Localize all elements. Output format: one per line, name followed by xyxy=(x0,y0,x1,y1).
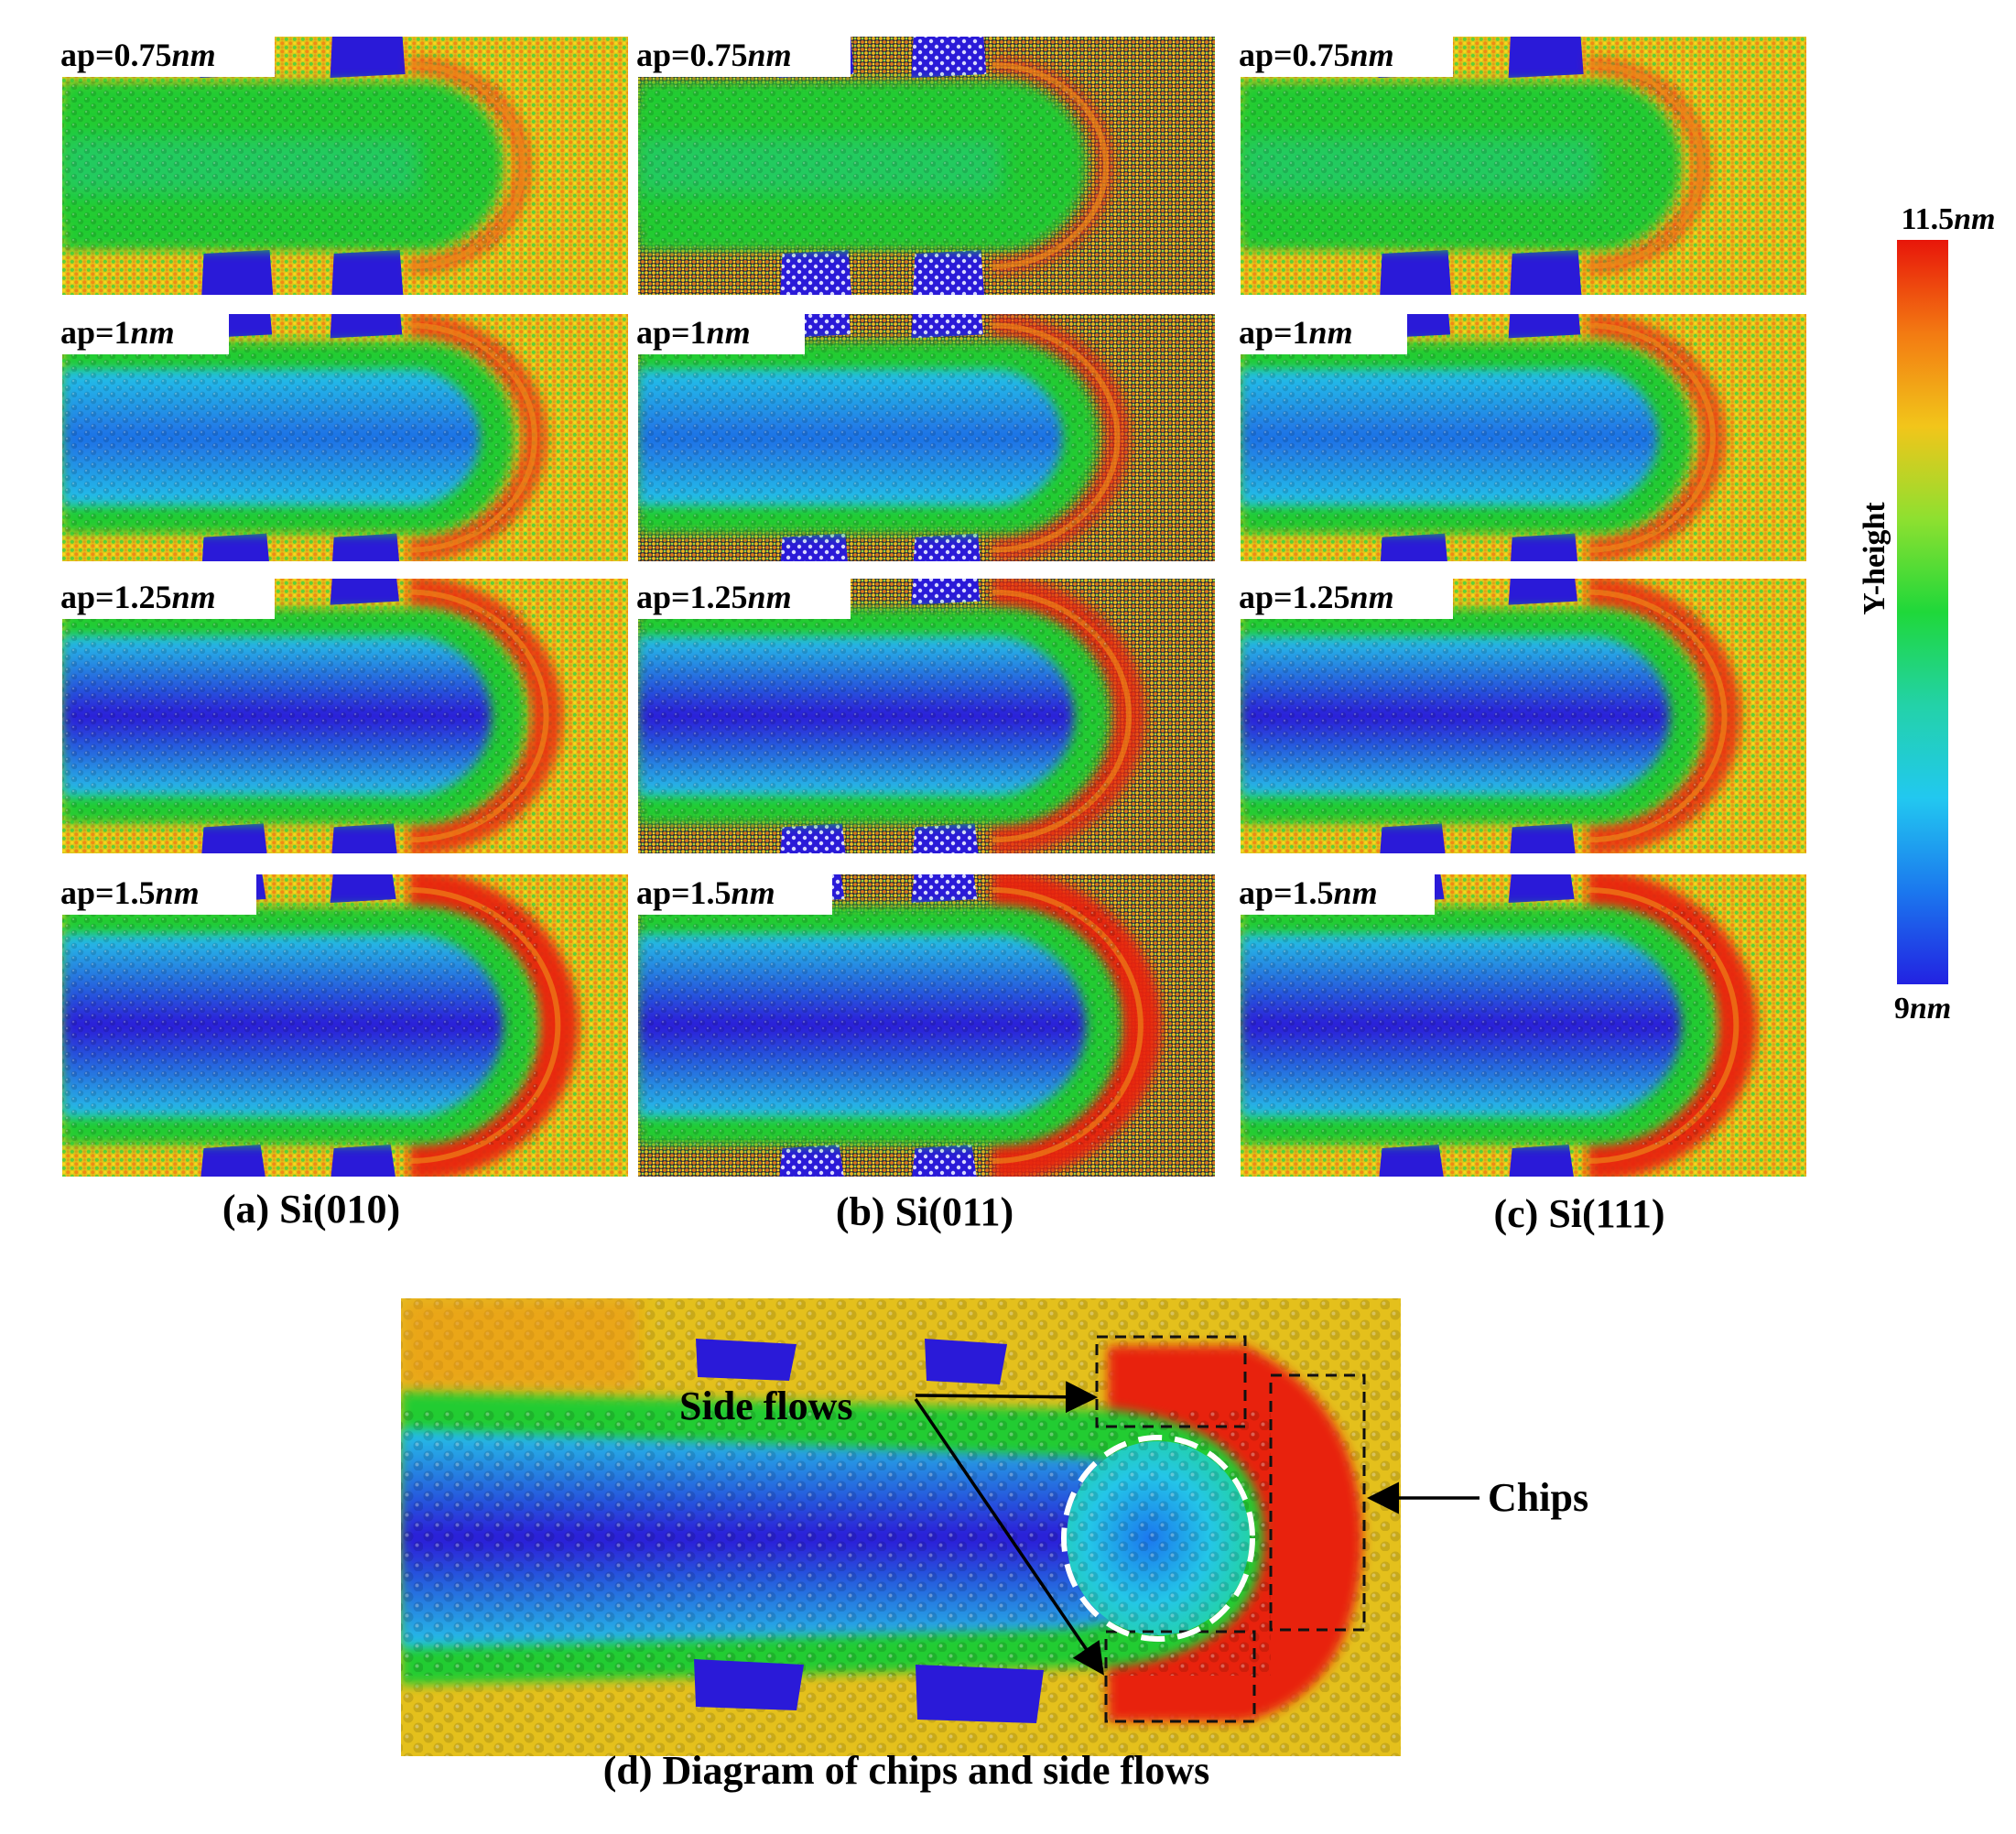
svg-text:ap=0.75nm: ap=0.75nm xyxy=(1239,37,1394,73)
depth-label: ap=1.25nm xyxy=(1235,571,1453,619)
svg-text:ap=1nm: ap=1nm xyxy=(1239,314,1353,351)
depth-label: ap=1.5nm xyxy=(633,867,832,915)
void-region xyxy=(331,250,404,295)
colorbar-gradient xyxy=(1897,240,1948,984)
void-region xyxy=(330,314,403,339)
void-region xyxy=(780,250,852,295)
detail-void xyxy=(694,1659,804,1710)
void-region xyxy=(201,250,274,295)
void-region xyxy=(911,874,978,903)
depth-label: ap=1.25nm xyxy=(633,571,851,619)
colorbar-title: Y-height xyxy=(1858,502,1891,615)
sim-panel-3-4: ap=1.5nm xyxy=(1235,867,1806,1177)
void-region xyxy=(1511,533,1578,561)
sim-panel-3-1: ap=0.75nm xyxy=(1235,29,1806,295)
svg-text:ap=1.25nm: ap=1.25nm xyxy=(636,579,792,615)
void-region xyxy=(780,823,846,853)
detail-panel: Side flows Chips xyxy=(401,1298,1588,1756)
sim-panel-1-1: ap=0.75nm xyxy=(57,29,628,295)
svg-text:ap=1.5nm: ap=1.5nm xyxy=(636,874,775,911)
void-region xyxy=(1509,1145,1574,1177)
void-region xyxy=(332,533,400,561)
void-region xyxy=(913,250,985,295)
void-region xyxy=(912,1145,977,1177)
void-region xyxy=(1380,823,1446,853)
sim-panel-2-4: ap=1.5nm xyxy=(633,867,1215,1177)
sim-panel-3-2: ap=1nm xyxy=(1235,307,1806,561)
void-region xyxy=(911,314,984,339)
svg-text:ap=1nm: ap=1nm xyxy=(636,314,751,351)
void-region xyxy=(913,533,981,561)
caption-si010: (a) Si(010) xyxy=(222,1187,400,1232)
void-region xyxy=(331,823,397,853)
void-region xyxy=(330,579,399,605)
detail-void xyxy=(916,1665,1044,1723)
svg-text:ap=1.5nm: ap=1.5nm xyxy=(1239,874,1378,911)
void-region xyxy=(1510,823,1576,853)
sim-panel-1-3: ap=1.25nm xyxy=(57,571,628,853)
depth-label: ap=1nm xyxy=(57,307,229,354)
void-region xyxy=(330,874,396,903)
svg-text:ap=1nm: ap=1nm xyxy=(60,314,175,351)
caption-si111: (c) Si(111) xyxy=(1494,1191,1665,1236)
void-region xyxy=(779,1145,844,1177)
depth-label: ap=0.75nm xyxy=(1235,29,1453,77)
void-region xyxy=(201,1145,266,1177)
void-region xyxy=(201,533,269,561)
depth-label: ap=1.25nm xyxy=(57,571,275,619)
sim-panel-1-2: ap=1nm xyxy=(57,307,628,561)
sim-panel-3-3: ap=1.25nm xyxy=(1235,571,1806,853)
void-region xyxy=(1510,250,1582,295)
svg-text:ap=1.25nm: ap=1.25nm xyxy=(1239,579,1394,615)
sim-panel-2-1: ap=0.75nm xyxy=(633,29,1215,295)
colorbar-min-label: 9nm xyxy=(1894,992,1951,1026)
side-flow-box-bottom xyxy=(1104,1630,1256,1723)
detail-void xyxy=(696,1339,797,1381)
void-region xyxy=(1508,579,1577,605)
sim-panel-2-2: ap=1nm xyxy=(633,307,1215,561)
tool-contact-circle xyxy=(1061,1435,1255,1642)
side-flows-label: Side flows xyxy=(679,1384,852,1428)
detail-simulation-image xyxy=(401,1298,1401,1756)
svg-text:ap=0.75nm: ap=0.75nm xyxy=(60,37,216,73)
void-region xyxy=(913,823,979,853)
void-region xyxy=(1508,874,1575,903)
detail-caption: (d) Diagram of chips and side flows xyxy=(603,1748,1210,1793)
void-region xyxy=(911,579,981,605)
void-region xyxy=(1508,314,1581,339)
depth-label: ap=1.5nm xyxy=(57,867,256,915)
side-flows-arrow-bottom xyxy=(914,1398,1104,1676)
void-region xyxy=(911,37,987,78)
simulation-panel-grid: ap=0.75nm ap=1nm ap=1.25nm ap=1.5nm ap=0.75n… xyxy=(57,29,1806,1177)
detail-void xyxy=(925,1339,1007,1384)
chips-label: Chips xyxy=(1488,1475,1588,1520)
void-region xyxy=(331,1145,396,1177)
void-region xyxy=(1379,1145,1444,1177)
svg-text:ap=0.75nm: ap=0.75nm xyxy=(636,37,792,73)
depth-label: ap=0.75nm xyxy=(633,29,851,77)
sim-panel-1-4: ap=1.5nm xyxy=(57,867,628,1177)
svg-text:ap=1.5nm: ap=1.5nm xyxy=(60,874,200,911)
void-region xyxy=(201,823,267,853)
sim-panel-2-3: ap=1.25nm xyxy=(633,571,1215,853)
side-flows-arrow-top xyxy=(915,1381,1098,1414)
colorbar: 11.5nm 9nm Y-height xyxy=(1858,202,1995,1026)
depth-label: ap=1nm xyxy=(633,307,805,354)
void-region xyxy=(1508,37,1584,78)
void-region xyxy=(1380,250,1452,295)
void-region xyxy=(780,533,848,561)
colorbar-max-label: 11.5nm xyxy=(1902,202,1996,236)
depth-label: ap=0.75nm xyxy=(57,29,275,77)
caption-si011: (b) Si(011) xyxy=(836,1189,1013,1234)
depth-label: ap=1.5nm xyxy=(1235,867,1435,915)
void-region xyxy=(1380,533,1447,561)
chip-box xyxy=(1269,1373,1366,1632)
svg-text:ap=1.25nm: ap=1.25nm xyxy=(60,579,216,615)
depth-label: ap=1nm xyxy=(1235,307,1407,354)
void-region xyxy=(330,37,406,78)
